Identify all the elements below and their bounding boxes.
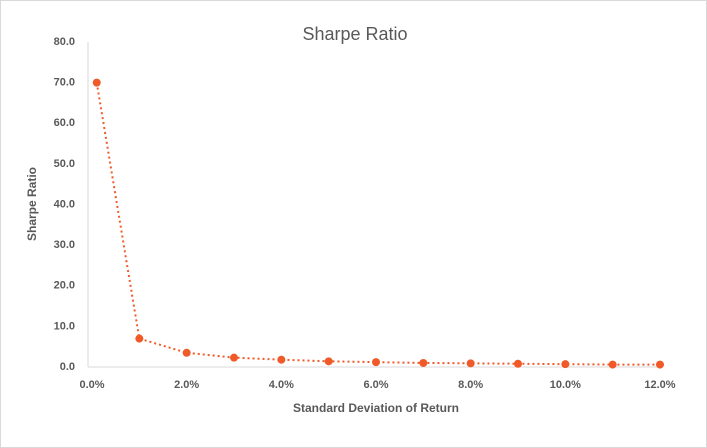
x-tick-label: 6.0%: [363, 379, 388, 391]
x-axis-title: Standard Deviation of Return: [293, 401, 459, 415]
y-tick-label: 40.0: [54, 198, 75, 210]
point: [324, 357, 333, 366]
y-tick-label: 20.0: [54, 280, 75, 292]
point: [277, 355, 286, 364]
point: [561, 360, 570, 369]
x-tick-label: 8.0%: [458, 379, 483, 391]
x-tick-label: 0.0%: [79, 379, 104, 391]
x-tick-label: 2.0%: [174, 379, 199, 391]
point: [230, 353, 238, 362]
point: [419, 358, 428, 367]
y-tick-label: 0.0: [60, 361, 75, 373]
point: [182, 348, 191, 357]
point: [466, 359, 475, 368]
x-tick-label: 12.0%: [644, 379, 675, 391]
y-tick-label: 10.0: [54, 320, 75, 332]
point: [372, 358, 380, 367]
x-tick-label: 4.0%: [269, 379, 294, 391]
y-axis-title: Sharpe Ratio: [25, 167, 39, 241]
y-tick-label: 70.0: [54, 77, 75, 89]
y-tick-label: 60.0: [54, 117, 75, 129]
chart-title: Sharpe Ratio: [302, 24, 407, 44]
point: [656, 360, 664, 369]
y-tick-label: 80.0: [54, 36, 75, 48]
x-tick-label: 10.0%: [550, 379, 581, 391]
point: [608, 360, 617, 369]
y-tick-label: 50.0: [54, 158, 75, 170]
point: [514, 359, 522, 368]
y-tick-label: 30.0: [54, 239, 75, 251]
point: [135, 334, 144, 343]
point: [92, 78, 101, 87]
